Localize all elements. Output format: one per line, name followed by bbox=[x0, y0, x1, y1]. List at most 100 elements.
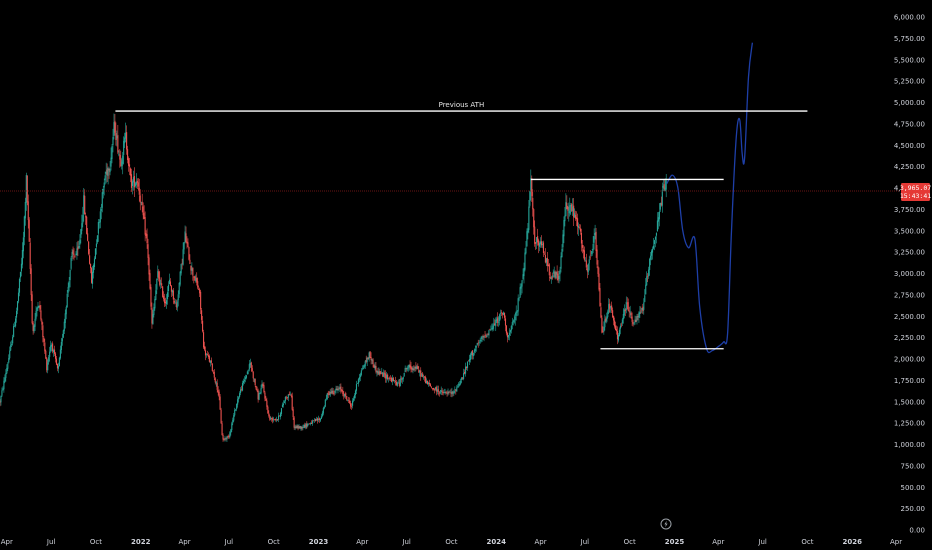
candle bbox=[527, 223, 529, 240]
candle bbox=[321, 410, 323, 418]
candle bbox=[571, 202, 573, 213]
candle bbox=[374, 362, 376, 371]
candle bbox=[64, 309, 66, 329]
candle bbox=[420, 367, 422, 381]
candle bbox=[290, 393, 292, 398]
candle bbox=[328, 390, 330, 396]
candle bbox=[441, 388, 443, 396]
candle bbox=[316, 417, 319, 424]
candle bbox=[45, 349, 47, 360]
candle bbox=[38, 305, 40, 308]
candle bbox=[219, 393, 221, 410]
candle bbox=[120, 150, 122, 167]
candle bbox=[460, 378, 462, 386]
candle bbox=[470, 351, 472, 360]
candle bbox=[372, 357, 374, 368]
candle bbox=[322, 406, 324, 416]
candle bbox=[451, 387, 453, 398]
candle bbox=[422, 372, 424, 378]
candle bbox=[20, 257, 22, 277]
candle bbox=[166, 286, 169, 305]
candle bbox=[62, 329, 64, 339]
candle bbox=[578, 224, 581, 230]
candle bbox=[105, 162, 107, 184]
candle bbox=[69, 269, 71, 288]
candle bbox=[330, 388, 332, 395]
candle bbox=[70, 256, 72, 271]
candle bbox=[493, 317, 495, 331]
candle bbox=[97, 219, 99, 242]
candle bbox=[19, 271, 22, 282]
candle bbox=[434, 386, 436, 391]
candle bbox=[237, 395, 239, 408]
candle bbox=[192, 267, 194, 281]
candle bbox=[278, 412, 280, 423]
candle bbox=[368, 351, 370, 362]
candle bbox=[333, 390, 335, 396]
candle bbox=[240, 387, 242, 396]
candle bbox=[301, 426, 303, 431]
candle bbox=[383, 369, 385, 378]
x-axis[interactable]: Apr Jul Oct 2022 Apr Jul Oct 2023 Apr Jul Oct 2024 A… bbox=[1, 538, 902, 546]
candle bbox=[48, 354, 50, 365]
candle bbox=[213, 369, 215, 381]
candle bbox=[170, 285, 172, 298]
candle bbox=[313, 420, 315, 422]
candle bbox=[231, 421, 233, 432]
bolt-icon[interactable] bbox=[660, 518, 672, 530]
candle bbox=[502, 311, 505, 316]
candle bbox=[306, 421, 308, 429]
candle bbox=[613, 315, 615, 326]
candle bbox=[263, 382, 265, 394]
candle bbox=[245, 374, 247, 380]
candle bbox=[99, 207, 101, 229]
candle bbox=[73, 248, 75, 261]
candle bbox=[160, 279, 162, 289]
candle bbox=[483, 335, 485, 342]
candle bbox=[575, 210, 577, 221]
candle bbox=[616, 326, 619, 345]
candle bbox=[14, 321, 16, 327]
candle bbox=[251, 365, 253, 373]
candle bbox=[27, 194, 29, 229]
candle bbox=[417, 363, 419, 370]
candle bbox=[609, 299, 611, 313]
candle bbox=[196, 272, 198, 286]
x-tick-label: 2026 bbox=[842, 538, 862, 546]
candle bbox=[373, 363, 375, 368]
y-tick-label: 0.00 bbox=[909, 527, 925, 535]
candle bbox=[456, 385, 458, 392]
x-tick-label: Jul bbox=[46, 538, 56, 546]
y-axis[interactable]: 6,000.00 5,750.00 5,500.00 5,250.00 5,000.00… bbox=[894, 14, 931, 535]
candle bbox=[654, 235, 657, 248]
candle bbox=[437, 385, 439, 396]
candle bbox=[227, 435, 229, 439]
candle bbox=[51, 342, 53, 352]
candle bbox=[561, 244, 563, 258]
candle bbox=[592, 235, 594, 254]
x-tick-label: Oct bbox=[268, 538, 280, 546]
candle bbox=[620, 322, 622, 328]
candle bbox=[411, 366, 413, 373]
candle bbox=[435, 385, 437, 396]
candle bbox=[655, 232, 658, 244]
candle bbox=[149, 269, 151, 290]
candle bbox=[664, 178, 666, 192]
candle bbox=[558, 271, 560, 284]
candle bbox=[307, 422, 309, 428]
candle bbox=[119, 149, 121, 168]
candle bbox=[1, 387, 3, 397]
candle bbox=[246, 370, 248, 375]
candle bbox=[36, 307, 38, 317]
candle bbox=[347, 399, 349, 402]
candle bbox=[299, 425, 301, 429]
candle bbox=[604, 314, 606, 331]
candle bbox=[16, 307, 18, 323]
candle bbox=[534, 220, 536, 247]
candle bbox=[30, 264, 32, 302]
candle bbox=[586, 264, 588, 279]
candle bbox=[295, 425, 297, 429]
candle bbox=[375, 361, 377, 374]
candle bbox=[283, 400, 285, 404]
